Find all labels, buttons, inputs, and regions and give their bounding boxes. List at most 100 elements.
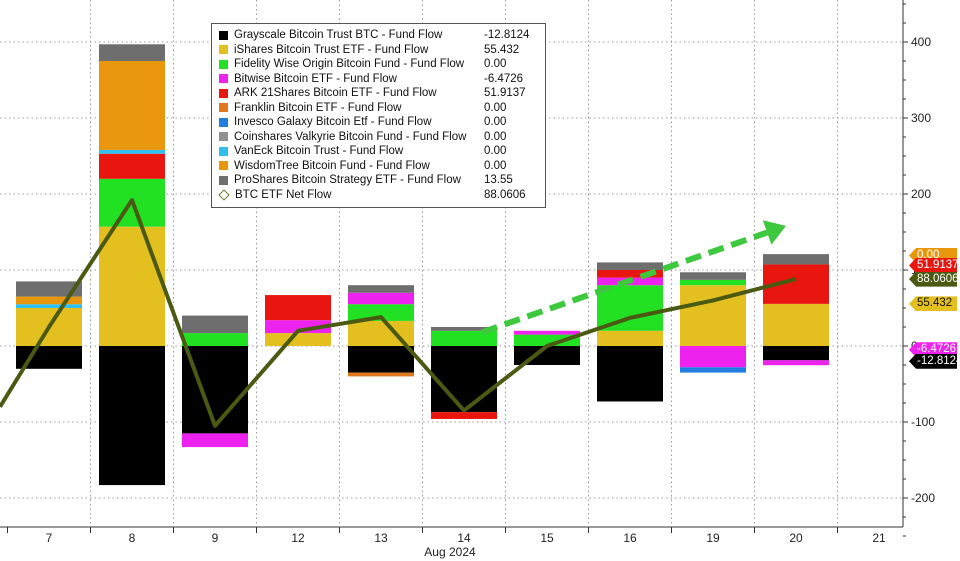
value-tag: 55.432 [909, 296, 957, 312]
legend-entry: ProShares Bitcoin Strategy ETF - Fund Fl… [219, 173, 539, 188]
bar-segment [680, 279, 746, 286]
x-tick-label: 19 [706, 531, 720, 545]
x-tick-label: 14 [457, 531, 471, 545]
bar-segment [680, 272, 746, 280]
bar-segment [597, 262, 663, 270]
y-tick-label: -200 [911, 491, 935, 505]
bar-segment [597, 270, 663, 278]
bar-segment [182, 315, 248, 334]
legend-label: BTC ETF Net Flow [235, 188, 332, 201]
legend-entry: Grayscale Bitcoin Trust BTC - Fund Flow -… [219, 28, 539, 43]
legend-label: Fidelity Wise Origin Bitcoin Fund - Fund… [234, 58, 465, 71]
y-tick-label: 300 [911, 111, 931, 125]
legend-label: iShares Bitcoin Trust ETF - Fund Flow [234, 43, 429, 56]
legend-swatch [219, 103, 228, 113]
legend-entry: Fidelity Wise Origin Bitcoin Fund - Fund… [219, 57, 539, 72]
legend-value: 13.55 [484, 174, 513, 187]
legend-swatch [219, 132, 228, 142]
legend-label: WisdomTree Bitcoin Fund - Fund Flow [234, 159, 430, 172]
legend-label: Bitwise Bitcoin ETF - Fund Flow [234, 72, 397, 85]
legend-entry: iShares Bitcoin Trust ETF - Fund Flow 55.… [219, 43, 539, 58]
x-tick-label: 15 [540, 531, 554, 545]
legend-entry: VanEck Bitcoin Trust - Fund Flow 0.00 [219, 144, 539, 159]
legend-value: 0.00 [484, 116, 507, 129]
bar-segment [99, 153, 165, 179]
bar-segment [99, 149, 165, 154]
bar-segment [763, 303, 829, 346]
legend-label: ProShares Bitcoin Strategy ETF - Fund Fl… [234, 174, 461, 187]
legend-entry: BTC ETF Net Flow 88.0606 [218, 188, 539, 203]
bar-segment [431, 412, 497, 419]
legend-label: Franklin Bitcoin ETF - Fund Flow [234, 101, 402, 114]
trend-arrow [481, 220, 786, 336]
legend-swatch [219, 88, 228, 98]
net-flow-line [0, 198, 797, 428]
legend-swatch [219, 74, 228, 84]
bar-segment [514, 330, 580, 335]
legend-entry: ARK 21Shares Bitcoin ETF - Fund Flow 51.9… [219, 86, 539, 101]
legend-entry: Invesco Galaxy Bitcoin Etf - Fund Flow 0.… [219, 115, 539, 130]
y-tick-label: 200 [911, 187, 931, 201]
legend-swatch [219, 175, 228, 185]
bar-segment [182, 333, 248, 346]
legend-label: Coinshares Valkyrie Bitcoin Fund - Fund … [234, 130, 467, 143]
bar-segment [597, 285, 663, 331]
bar-segment [348, 372, 414, 377]
legend-value: -6.4726 [484, 72, 524, 85]
legend-entry: Franklin Bitcoin ETF - Fund Flow 0.00 [219, 101, 539, 116]
legend-swatch [219, 59, 228, 69]
bar-segment [265, 333, 331, 346]
bar-segment [431, 327, 497, 331]
legend-value: 0.00 [484, 101, 507, 114]
chart-legend: Grayscale Bitcoin Trust BTC - Fund Flow -… [211, 23, 546, 208]
bar-segment [763, 254, 829, 265]
legend-value: 51.9137 [484, 87, 526, 100]
bar-segment [182, 433, 248, 448]
x-tick-label: 16 [623, 531, 637, 545]
bar-segment [763, 346, 829, 361]
legend-entry: Coinshares Valkyrie Bitcoin Fund - Fund … [219, 130, 539, 145]
legend-label: Grayscale Bitcoin Trust BTC - Fund Flow [234, 29, 443, 42]
x-tick-label: 12 [291, 531, 305, 545]
bar-segment [680, 346, 746, 368]
bar-segment [99, 226, 165, 346]
bar-segment [16, 296, 82, 305]
bar-segment [348, 304, 414, 321]
legend-label: ARK 21Shares Bitcoin ETF - Fund Flow [234, 87, 437, 100]
bar-segment [16, 281, 82, 297]
legend-value: 55.432 [484, 43, 520, 56]
legend-swatch [219, 117, 228, 127]
bar-segment [99, 346, 165, 486]
x-tick-label: 7 [46, 531, 53, 545]
legend-value: -12.8124 [484, 29, 530, 42]
legend-swatch [219, 146, 228, 156]
legend-swatch [219, 45, 228, 55]
bar-segment [265, 295, 331, 321]
legend-swatch [219, 30, 228, 40]
legend-swatch [218, 189, 230, 201]
legend-value: 0.00 [484, 145, 507, 158]
bar-segment [99, 61, 165, 150]
legend-entry: Bitwise Bitcoin ETF - Fund Flow -6.4726 [219, 72, 539, 87]
bar-segment [16, 304, 82, 308]
y-tick-label: -100 [911, 415, 935, 429]
legend-label: VanEck Bitcoin Trust - Fund Flow [234, 145, 404, 158]
x-tick-label: 9 [212, 531, 219, 545]
x-axis-title: Aug 2024 [424, 545, 476, 559]
legend-entry: WisdomTree Bitcoin Fund - Fund Flow 0.00 [219, 159, 539, 174]
x-tick-label: 13 [374, 531, 388, 545]
value-tag: 88.0606 [909, 271, 957, 287]
bar-segment [763, 360, 829, 366]
bar-segment [348, 346, 414, 373]
x-tick-label: 8 [129, 531, 136, 545]
net-flow-polyline [0, 198, 797, 428]
x-axis: 7 8 9 12 13 14 15 16 19 20 21 [0, 526, 903, 545]
bar-segment [99, 44, 165, 61]
bar-segment [431, 346, 497, 413]
legend-value: 0.00 [484, 130, 507, 143]
x-tick-label: 21 [872, 531, 886, 545]
legend-label: Invesco Galaxy Bitcoin Etf - Fund Flow [234, 116, 432, 129]
bar-segment [597, 330, 663, 346]
value-tag: 51.9137 [909, 257, 957, 273]
